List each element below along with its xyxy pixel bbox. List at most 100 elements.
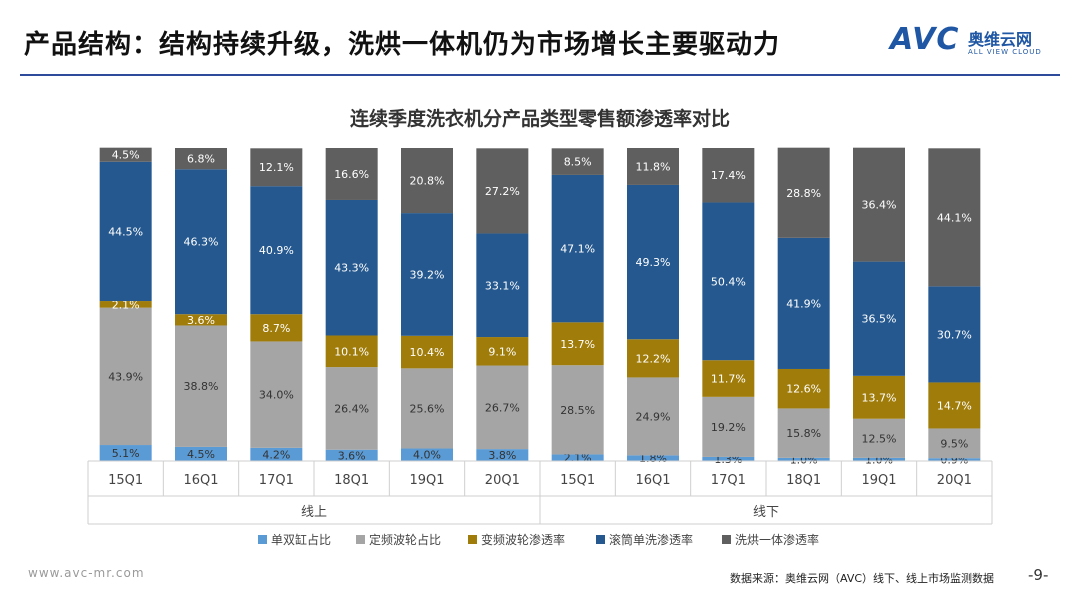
- avc-logo: AVC 奥维云网 ALL VIEW CLOUD: [890, 20, 1060, 70]
- data-label: 6.8%: [187, 153, 215, 166]
- bar-segment: [853, 261, 905, 376]
- legend-label: 滚筒单洗渗透率: [609, 532, 693, 547]
- bar-segment: [853, 418, 905, 458]
- bar-segment: [551, 454, 604, 461]
- data-label: 4.5%: [187, 448, 215, 461]
- data-label: 8.7%: [262, 322, 290, 335]
- bar-segment: [627, 455, 679, 461]
- bar-segment: [551, 148, 604, 175]
- bar-segment: [250, 148, 303, 187]
- bar-segment: [325, 199, 378, 336]
- group-label: 线下: [753, 505, 779, 520]
- data-label: 26.7%: [485, 401, 520, 414]
- legend-swatch: [722, 535, 731, 544]
- x-tick-label: 20Q1: [937, 473, 972, 488]
- bar-segment: [325, 335, 378, 368]
- data-label: 3.8%: [488, 449, 516, 462]
- data-label: 9.5%: [940, 437, 968, 450]
- x-tick-label: 20Q1: [485, 473, 520, 488]
- bar-segment: [476, 449, 529, 461]
- bar-segment: [99, 445, 152, 461]
- data-label: 43.9%: [108, 370, 143, 383]
- bar-segment: [928, 428, 981, 459]
- legend-label: 单双缸占比: [271, 532, 331, 547]
- data-label: 12.1%: [259, 161, 294, 174]
- bar-segment: [325, 449, 378, 461]
- bar-segment: [627, 339, 679, 378]
- bar-segment: [325, 148, 378, 200]
- data-label: 12.2%: [636, 352, 671, 365]
- bar-segment: [777, 457, 830, 461]
- title-divider: [20, 74, 1060, 76]
- data-label: 15.8%: [786, 427, 821, 440]
- data-label: 44.1%: [937, 211, 972, 224]
- bar-segment: [853, 457, 905, 461]
- bar-segment: [627, 148, 679, 185]
- bar-segment: [702, 396, 755, 457]
- bar-segment: [175, 446, 227, 461]
- bar-segment: [928, 286, 981, 383]
- page-number: -9-: [1028, 566, 1049, 584]
- data-label: 16.6%: [334, 168, 369, 181]
- data-label: 1.8%: [639, 452, 667, 465]
- x-tick-label: 19Q1: [409, 473, 444, 488]
- bar-segment: [250, 341, 303, 448]
- data-label: 25.6%: [410, 402, 445, 415]
- data-label: 13.7%: [862, 391, 897, 404]
- bar-segment: [401, 335, 453, 369]
- website-footer: www.avc-mr.com: [28, 566, 145, 580]
- x-tick-label: 15Q1: [560, 473, 595, 488]
- data-label: 9.1%: [488, 345, 516, 358]
- x-tick-label: 17Q1: [259, 473, 294, 488]
- bar-segment: [702, 456, 755, 461]
- page-title: 产品结构：结构持续升级，洗烘一体机仍为市场增长主要驱动力: [24, 30, 781, 60]
- data-label: 44.5%: [108, 225, 143, 238]
- legend-swatch: [468, 535, 477, 544]
- bar-segment: [551, 174, 604, 323]
- data-label: 4.0%: [413, 449, 441, 462]
- logo-name-en: ALL VIEW CLOUD: [968, 48, 1042, 56]
- bar-segment: [99, 307, 152, 446]
- bar-segment: [99, 301, 152, 308]
- data-label: 10.4%: [410, 346, 445, 359]
- data-label: 8.5%: [564, 156, 592, 169]
- data-label: 33.1%: [485, 279, 520, 292]
- data-label: 34.0%: [259, 389, 294, 402]
- legend-label: 变频波轮渗透率: [481, 532, 565, 547]
- data-label: 11.7%: [711, 373, 746, 386]
- bar-segment: [401, 368, 453, 449]
- bar-segment: [99, 161, 152, 302]
- legend-swatch: [596, 535, 605, 544]
- bar-segment: [401, 148, 453, 214]
- bar-segment: [250, 314, 303, 342]
- group-label: 线上: [301, 505, 327, 520]
- bar-segment: [175, 169, 227, 315]
- bar-segment: [702, 360, 755, 397]
- x-tick-label: 19Q1: [861, 473, 896, 488]
- data-label: 10.1%: [334, 345, 369, 358]
- data-label: 13.7%: [560, 338, 595, 351]
- data-label: 36.4%: [862, 199, 897, 212]
- x-tick-label: 16Q1: [635, 473, 670, 488]
- bar-segment: [551, 365, 604, 455]
- bar-segment: [175, 314, 227, 326]
- bar-segment: [99, 147, 152, 162]
- bar-segment: [250, 447, 303, 461]
- bar-segment: [853, 147, 905, 262]
- bar-segment: [928, 458, 981, 461]
- bar-segment: [476, 337, 529, 366]
- data-label: 39.2%: [410, 268, 445, 281]
- bar-segment: [928, 148, 981, 287]
- data-label: 28.8%: [786, 187, 821, 200]
- bar-segment: [401, 448, 453, 461]
- bar-segment: [175, 148, 227, 170]
- data-label: 43.3%: [334, 262, 369, 275]
- x-tick-label: 17Q1: [711, 473, 746, 488]
- bar-segment: [777, 237, 830, 369]
- data-label: 50.4%: [711, 275, 746, 288]
- bar-segment: [853, 375, 905, 419]
- data-label: 3.6%: [338, 449, 366, 462]
- data-label: 30.7%: [937, 328, 972, 341]
- data-label: 36.5%: [862, 313, 897, 326]
